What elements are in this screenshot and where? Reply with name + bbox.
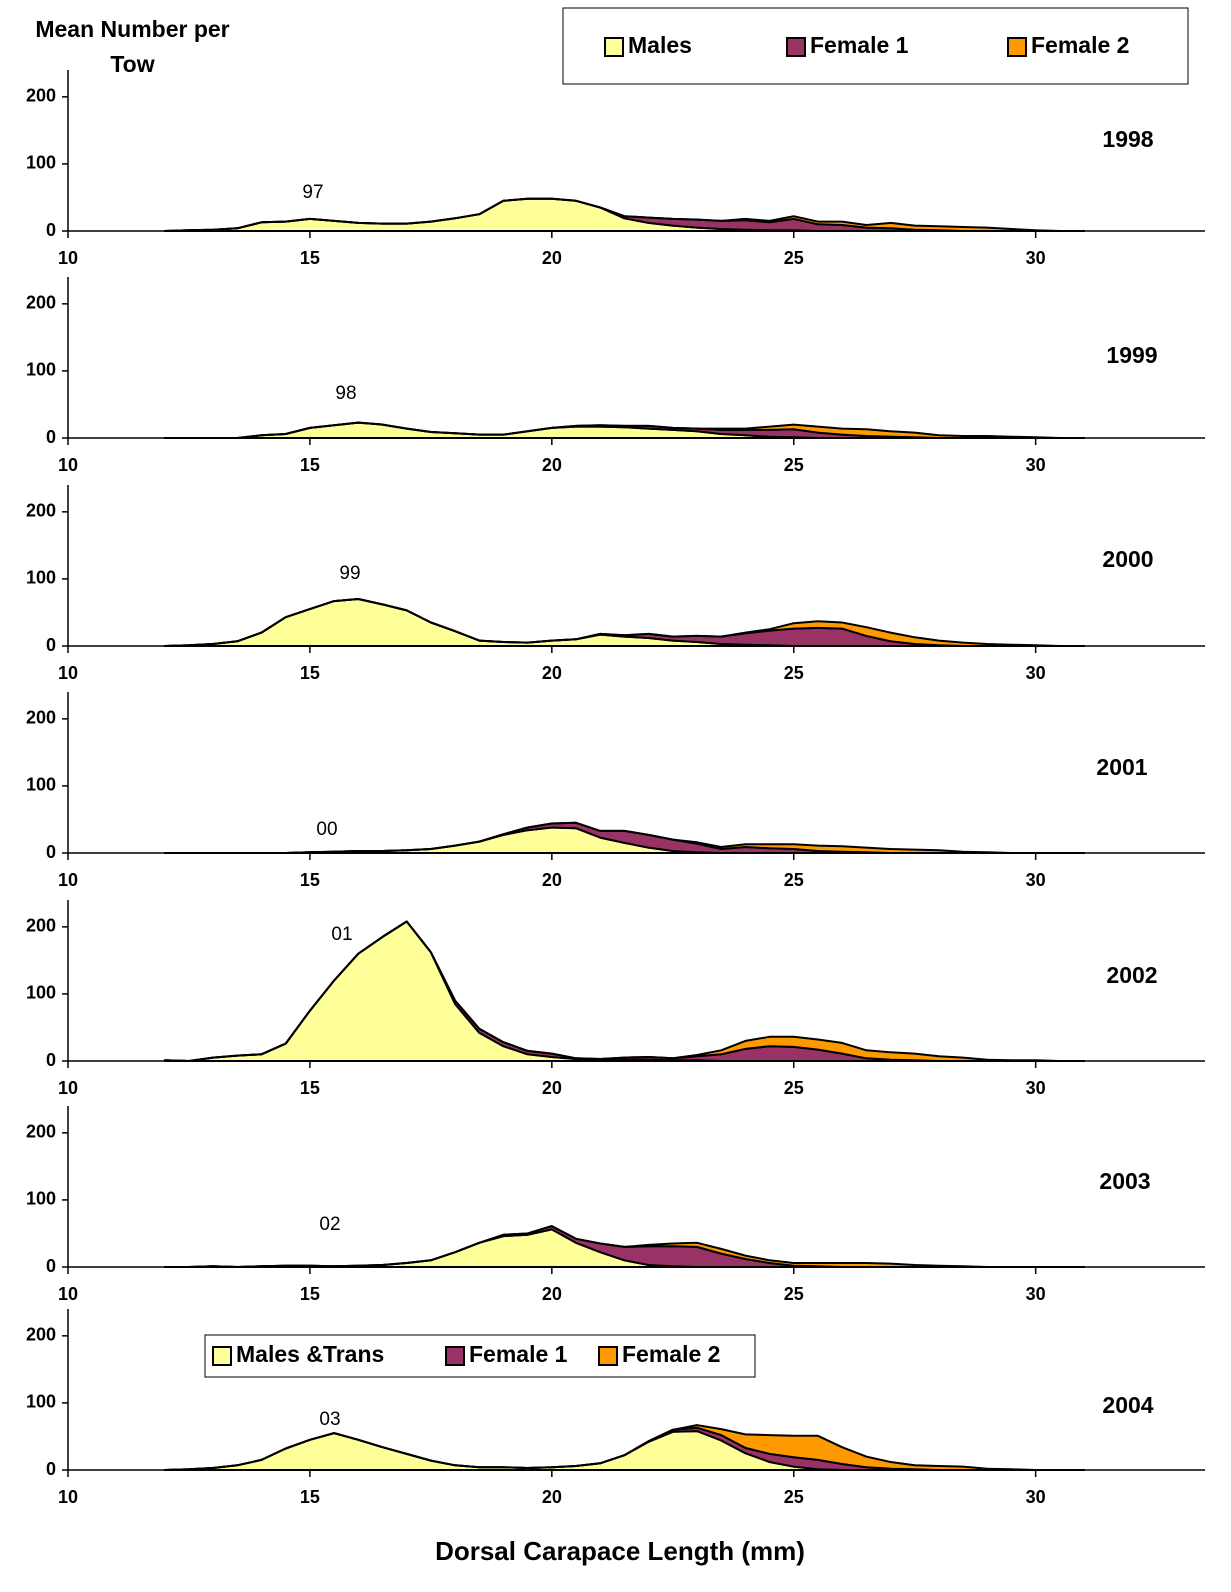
y-tick-label: 100	[26, 360, 56, 380]
area	[163, 1430, 1085, 1471]
y-tick-label: 200	[26, 916, 56, 936]
legend-label: Female 1	[469, 1341, 568, 1367]
area	[163, 598, 1085, 647]
y-tick-label: 0	[46, 1459, 56, 1479]
y-tick-label: 100	[26, 983, 56, 1003]
panel-year: 2003	[1099, 1168, 1150, 1194]
y-tick-label: 0	[46, 220, 56, 240]
x-tick-label: 25	[784, 1487, 804, 1507]
y-tick-label: 100	[26, 1392, 56, 1412]
x-tick-label: 20	[542, 248, 562, 268]
x-tick-label: 30	[1026, 455, 1046, 475]
y-tick-label: 100	[26, 153, 56, 173]
y-axis-title: Mean Number per Tow	[35, 16, 230, 77]
x-tick-label: 30	[1026, 663, 1046, 683]
legend-label: Males	[628, 32, 692, 58]
x-tick-label: 10	[58, 1078, 78, 1098]
y-tick-label: 100	[26, 568, 56, 588]
x-tick-label: 20	[542, 455, 562, 475]
y-tick-label: 200	[26, 708, 56, 728]
y-tick-label: 200	[26, 86, 56, 106]
x-tick-label: 25	[784, 870, 804, 890]
x-tick-label: 30	[1026, 870, 1046, 890]
legend-swatch	[445, 1346, 465, 1366]
legend-label: Female 2	[622, 1341, 720, 1367]
y-tick-label: 100	[26, 775, 56, 795]
x-tick-label: 10	[58, 870, 78, 890]
x-tick-label: 20	[542, 1078, 562, 1098]
y-tick-label: 200	[26, 501, 56, 521]
panel-year: 2000	[1102, 546, 1153, 572]
x-tick-label: 10	[58, 455, 78, 475]
x-tick-label: 20	[542, 663, 562, 683]
x-tick-label: 10	[58, 1487, 78, 1507]
x-tick-label: 25	[784, 248, 804, 268]
legend-swatch	[1007, 37, 1027, 57]
x-tick-label: 30	[1026, 1487, 1046, 1507]
area	[163, 920, 1085, 1062]
y-tick-label: 200	[26, 1325, 56, 1345]
panel-year: 2004	[1102, 1392, 1153, 1418]
x-tick-label: 25	[784, 663, 804, 683]
x-tick-label: 25	[784, 1078, 804, 1098]
y-tick-label: 0	[46, 635, 56, 655]
y-tick-label: 0	[46, 842, 56, 862]
legend-box	[204, 1334, 756, 1378]
legend-label: Female 2	[1031, 32, 1129, 58]
legend-swatch	[598, 1346, 618, 1366]
x-tick-label: 10	[58, 663, 78, 683]
legend-label: Males &Trans	[236, 1341, 384, 1367]
y-tick-label: 100	[26, 1189, 56, 1209]
x-tick-label: 15	[300, 1078, 320, 1098]
legend-label: Female 1	[810, 32, 909, 58]
x-tick-label: 10	[58, 248, 78, 268]
x-tick-label: 20	[542, 870, 562, 890]
annotation: 00	[316, 819, 337, 840]
x-tick-label: 15	[300, 663, 320, 683]
annotation: 99	[339, 563, 360, 584]
panel-year: 2002	[1106, 962, 1157, 988]
y-tick-label: 0	[46, 1050, 56, 1070]
legend-swatch	[212, 1346, 232, 1366]
x-tick-label: 25	[784, 1284, 804, 1304]
panel-year: 2001	[1096, 754, 1147, 780]
legend-box	[562, 7, 1189, 85]
panel-year: 1998	[1102, 126, 1153, 152]
x-tick-label: 20	[542, 1284, 562, 1304]
y-tick-label: 200	[26, 293, 56, 313]
annotation: 03	[319, 1409, 340, 1430]
x-tick-label: 15	[300, 870, 320, 890]
x-tick-label: 30	[1026, 248, 1046, 268]
annotation: 97	[302, 182, 323, 203]
x-tick-label: 30	[1026, 1284, 1046, 1304]
x-tick-label: 15	[300, 1284, 320, 1304]
x-axis-title: Dorsal Carapace Length (mm)	[435, 1536, 805, 1566]
annotation: 98	[335, 383, 356, 404]
annotation: 01	[331, 924, 352, 945]
x-tick-label: 15	[300, 1487, 320, 1507]
y-tick-label: 200	[26, 1122, 56, 1142]
x-tick-label: 25	[784, 455, 804, 475]
y-tick-label: 0	[46, 427, 56, 447]
x-tick-label: 15	[300, 248, 320, 268]
annotation: 02	[319, 1214, 340, 1235]
x-tick-label: 30	[1026, 1078, 1046, 1098]
panel-year: 1999	[1106, 342, 1157, 368]
legend-swatch	[786, 37, 806, 57]
x-tick-label: 15	[300, 455, 320, 475]
legend-swatch	[604, 37, 624, 57]
x-tick-label: 20	[542, 1487, 562, 1507]
x-tick-label: 10	[58, 1284, 78, 1304]
y-tick-label: 0	[46, 1256, 56, 1276]
